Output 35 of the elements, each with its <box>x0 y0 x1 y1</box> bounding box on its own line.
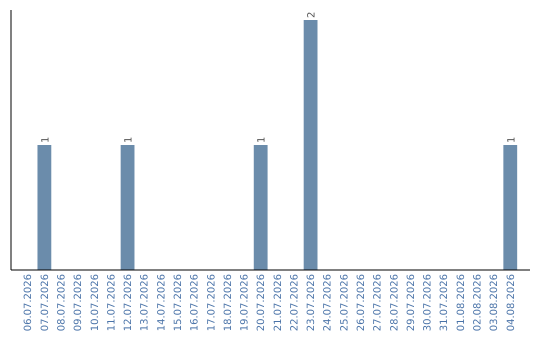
x-tick-label: 10.07.2026 <box>90 274 101 332</box>
x-tick-label: 18.07.2026 <box>222 274 234 332</box>
x-tick-label: 11.07.2026 <box>106 274 118 332</box>
x-tick-label: 01.08.2026 <box>456 274 467 332</box>
x-tick-label: 02.08.2026 <box>472 274 484 332</box>
data-label: 2 <box>306 12 318 18</box>
x-tick-label: 08.07.2026 <box>56 274 68 332</box>
x-tick-label: 09.07.2026 <box>73 274 84 332</box>
data-label: 1 <box>256 136 268 143</box>
x-tick-label: 29.07.2026 <box>406 274 417 332</box>
x-tick-label: 15.07.2026 <box>172 274 184 332</box>
x-tick-label: 06.07.2026 <box>23 274 34 332</box>
x-tick-label: 24.07.2026 <box>322 274 334 332</box>
x-tick-label: 17.07.2026 <box>206 274 218 332</box>
x-tick-label: 23.07.2026 <box>306 274 318 332</box>
x-tick-label: 21.07.2026 <box>272 274 284 332</box>
x-tick-label: 31.07.2026 <box>439 274 450 332</box>
x-tick-label: 13.07.2026 <box>140 274 151 332</box>
x-tick-label: 30.07.2026 <box>422 274 434 332</box>
x-tick-label: 26.07.2026 <box>356 274 368 332</box>
x-tick-label: 14.07.2026 <box>156 274 168 332</box>
data-label: 1 <box>506 136 518 143</box>
data-label: 1 <box>40 136 52 143</box>
x-tick-label: 07.07.2026 <box>40 274 51 332</box>
x-tick-label: 27.07.2026 <box>372 274 384 332</box>
x-tick-label: 28.07.2026 <box>389 274 400 332</box>
x-tick-label: 20.07.2026 <box>256 274 268 332</box>
x-tick-label: 19.07.2026 <box>240 274 251 332</box>
x-tick-label: 22.07.2026 <box>289 274 300 332</box>
x-tick-label: 04.08.2026 <box>506 274 517 332</box>
data-label: 1 <box>124 136 135 143</box>
x-tick-label: 03.08.2026 <box>489 274 500 332</box>
x-tick-label: 12.07.2026 <box>123 274 134 332</box>
x-tick-label: 25.07.2026 <box>339 274 350 332</box>
x-tick-label: 16.07.2026 <box>190 274 201 332</box>
